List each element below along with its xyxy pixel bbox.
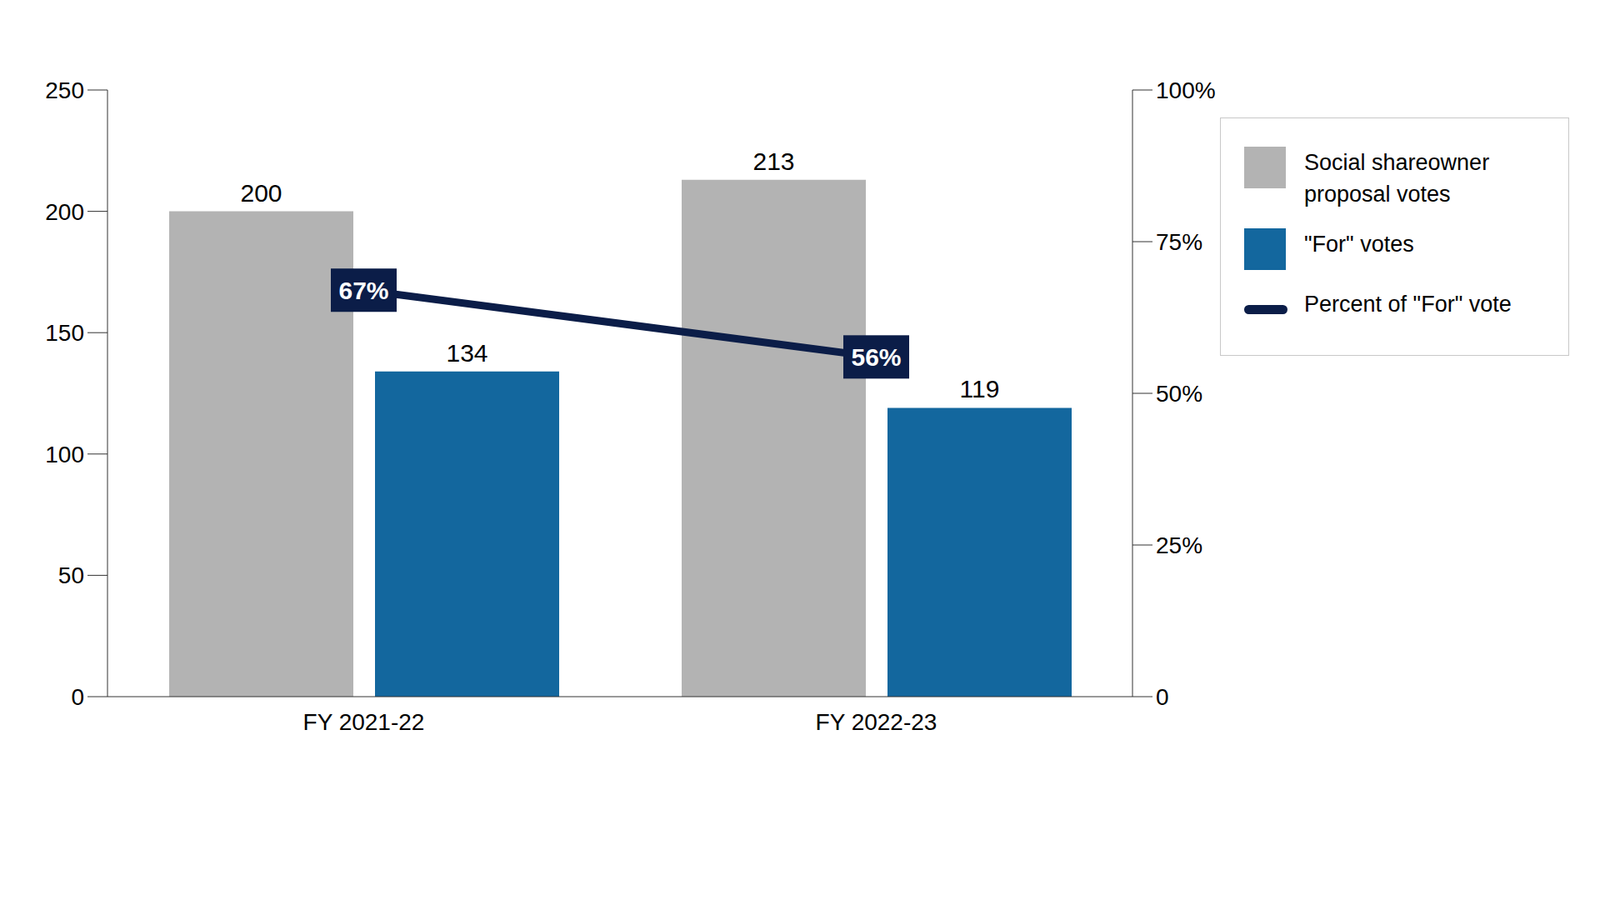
svg-text:FY 2022-23: FY 2022-23 bbox=[815, 709, 938, 735]
svg-text:67%: 67% bbox=[338, 276, 389, 305]
svg-text:FY 2021-22: FY 2021-22 bbox=[303, 709, 425, 735]
svg-text:200: 200 bbox=[240, 179, 282, 207]
svg-text:250: 250 bbox=[45, 77, 85, 104]
html-text:Percent of "For" vote: Percent of "For" vote bbox=[1304, 291, 1512, 317]
svg-text:75%: 75% bbox=[1155, 229, 1203, 255]
svg-text:100: 100 bbox=[45, 441, 85, 468]
svg-text:0: 0 bbox=[1155, 684, 1170, 710]
svg-text:119: 119 bbox=[960, 375, 1000, 403]
svg-text:0: 0 bbox=[70, 684, 85, 710]
html-text:"For" votes: "For" votes bbox=[1304, 231, 1414, 257]
html-text:Social shareowner proposal vot: Social shareowner proposal votes bbox=[1304, 150, 1490, 207]
svg-text:50%: 50% bbox=[1155, 380, 1203, 407]
svg-text:25%: 25% bbox=[1155, 532, 1203, 559]
svg-text:213: 213 bbox=[752, 147, 795, 175]
svg-text:100%: 100% bbox=[1155, 77, 1216, 104]
svg-text:150: 150 bbox=[45, 320, 85, 346]
svg-text:200: 200 bbox=[45, 199, 85, 225]
svg-text:56%: 56% bbox=[850, 343, 901, 371]
svg-text:134: 134 bbox=[445, 339, 488, 367]
svg-text:50: 50 bbox=[58, 562, 85, 589]
